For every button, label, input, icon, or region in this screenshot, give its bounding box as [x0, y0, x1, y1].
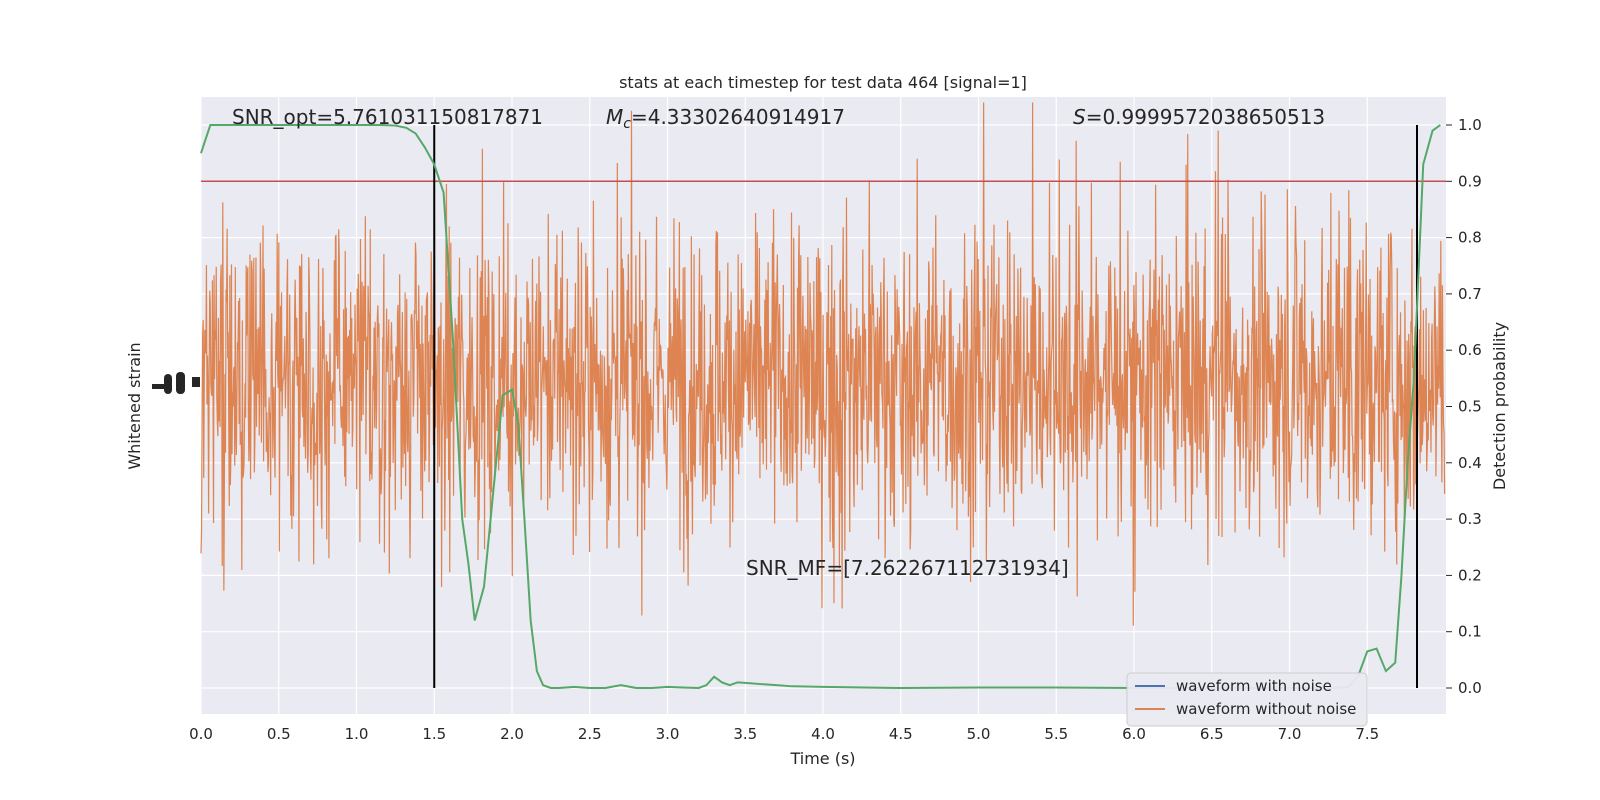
- x-tick-label: 1.5: [422, 725, 446, 743]
- annotation-snr-opt: SNR_opt=5.761031150817871: [232, 105, 543, 129]
- x-tick-label: 0.0: [189, 725, 213, 743]
- x-tick-label: 4.0: [811, 725, 835, 743]
- y-tick-label: 0.9: [1458, 172, 1482, 190]
- legend-label-with-noise: waveform with noise: [1176, 677, 1332, 695]
- y-axis-label-right: Detection probability: [1490, 322, 1509, 490]
- x-tick-label: 2.0: [500, 725, 524, 743]
- waveform-without-noise-series: [200, 102, 1446, 626]
- y-tick-label: 0.3: [1458, 510, 1482, 528]
- x-tick-label: 1.0: [345, 725, 369, 743]
- y-tick-label: 0.5: [1458, 398, 1482, 416]
- x-tick-label: 6.0: [1122, 725, 1146, 743]
- y-tick-label: 1.0: [1458, 116, 1482, 134]
- y-tick-label: 0.0: [1458, 679, 1482, 697]
- y-tick-label: 0.7: [1458, 285, 1482, 303]
- ticks: 0.0 0.5 1.0 1.5 2.0 2.5 3.0 3.5 4.0 4.5 5.0 5.5 6.0 6…: [189, 116, 1482, 743]
- x-tick-label: 3.0: [656, 725, 680, 743]
- y-tick-label: 0.6: [1458, 341, 1482, 359]
- y-tick-label: 0.2: [1458, 566, 1482, 584]
- x-tick-label: 0.5: [267, 725, 291, 743]
- overlays: [201, 125, 1446, 688]
- annotation-snr-mf: SNR_MF=[7.262267112731934]: [746, 556, 1069, 580]
- waveform-without-noise-line: [200, 102, 1446, 626]
- legend-box: [1126, 672, 1368, 727]
- legend: waveform with noise waveform without noi…: [1126, 672, 1368, 727]
- annotation-s: S=0.9999572038650513: [1073, 105, 1325, 129]
- y-tick-label: 0.4: [1458, 454, 1482, 472]
- y-tick-label: 0.8: [1458, 229, 1482, 247]
- y-axis-label-left: Whitened strain: [125, 342, 144, 469]
- x-tick-label: 3.5: [733, 725, 757, 743]
- annotation-chirp-mass: Mc=4.33302640914917: [606, 105, 845, 132]
- x-tick-label: 2.5: [578, 725, 602, 743]
- x-tick-label: 6.5: [1200, 725, 1224, 743]
- x-tick-label: 7.5: [1355, 725, 1379, 743]
- x-tick-label: 5.0: [967, 725, 991, 743]
- left-axis-squashed-ticks: [152, 372, 200, 394]
- x-tick-label: 5.5: [1044, 725, 1068, 743]
- x-axis-label: Time (s): [789, 749, 855, 768]
- x-tick-label: 4.5: [889, 725, 913, 743]
- y-tick-label: 0.1: [1458, 623, 1482, 641]
- chart-title: stats at each timestep for test data 464…: [619, 73, 1027, 92]
- legend-label-without-noise: waveform without noise: [1176, 700, 1356, 718]
- x-tick-label: 7.0: [1278, 725, 1302, 743]
